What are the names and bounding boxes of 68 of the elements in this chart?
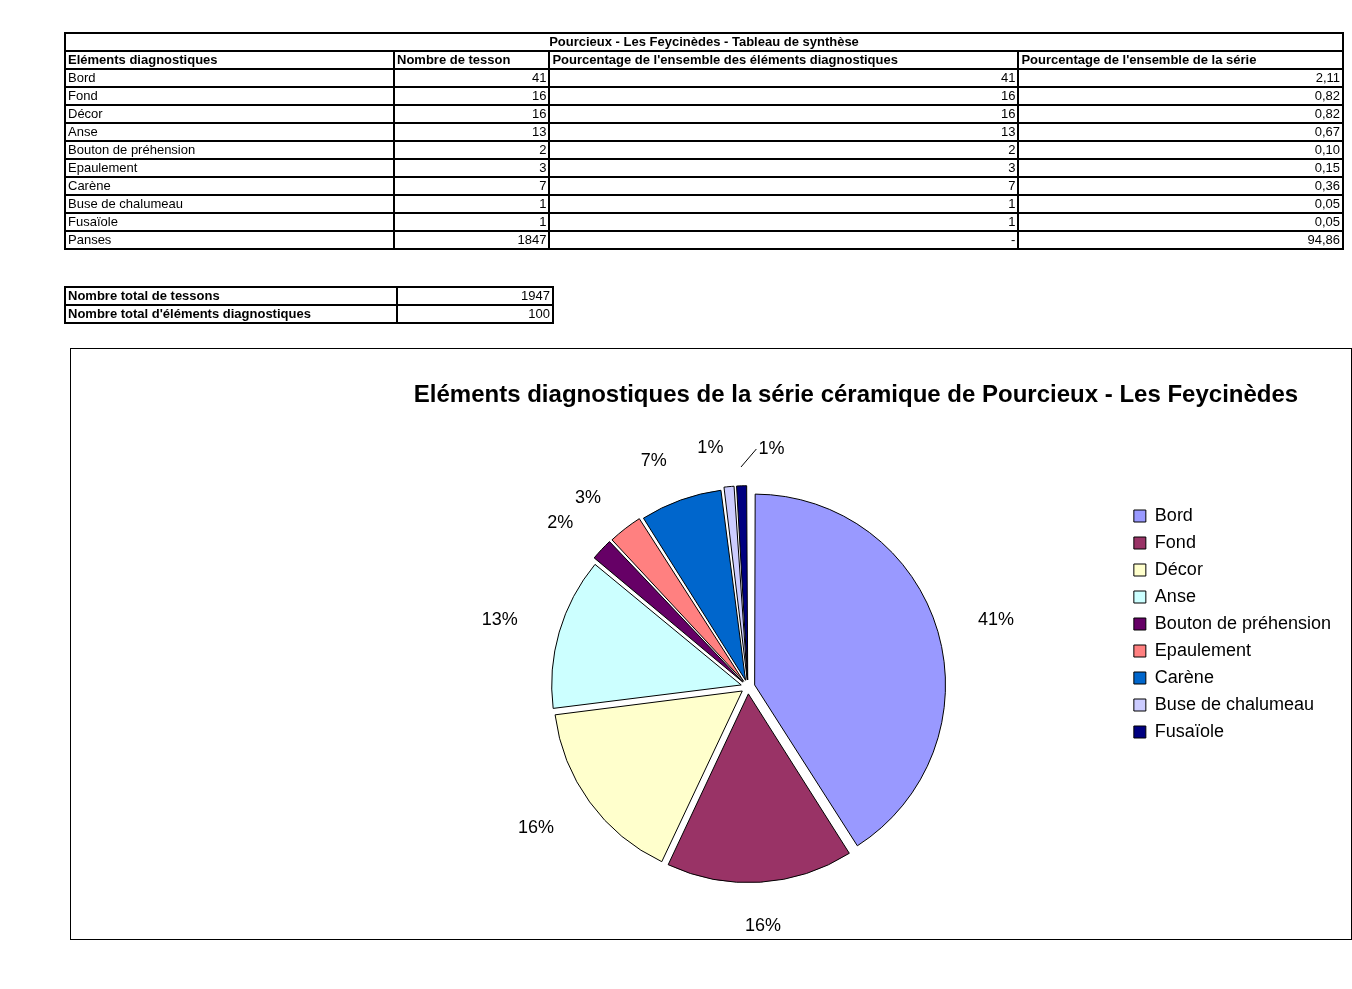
data-label: 1947 (397, 287, 553, 305)
text: Eléments diagnostiques (65, 51, 395, 69)
legend-label: Fusaïole (1154, 720, 1224, 741)
data-label: 13% (481, 609, 518, 630)
category-label: Nombre total d'éléments diagnostiques (65, 305, 397, 323)
data-label: 13 (549, 123, 1019, 141)
legend-label: Fond (1154, 531, 1196, 552)
data-label: 2% (547, 511, 574, 532)
legend-label: Décor (1154, 558, 1203, 579)
text: Pourcentage de l'ensemble de la série (1018, 51, 1343, 69)
data-label: 16% (744, 915, 781, 935)
category-label: Nombre total de tessons (65, 287, 397, 305)
data-label: 1 (394, 195, 550, 213)
category-label: Bord (65, 69, 395, 87)
category-label: Fond (65, 87, 395, 105)
data-label: 0,10 (1018, 141, 1343, 159)
category-label: Décor (65, 105, 395, 123)
data-label: 0,36 (1018, 177, 1343, 195)
data-label: 2,11 (1018, 69, 1343, 87)
category-label: Buse de chalumeau (65, 195, 395, 213)
data-label: 16 (394, 87, 550, 105)
data-label: 3% (575, 486, 602, 507)
data-label: 0,67 (1018, 123, 1343, 141)
legend-label: Epaulement (1154, 639, 1251, 660)
data-label: 41 (549, 69, 1019, 87)
data-label: 1% (758, 438, 785, 459)
data-label: 1 (549, 213, 1019, 231)
legend-label: Bord (1154, 504, 1193, 525)
data-label: 100 (397, 305, 553, 323)
data-label: 1% (697, 437, 724, 458)
data-label: 94,86 (1018, 231, 1343, 249)
category-label: Anse (65, 123, 395, 141)
data-label: 0,05 (1018, 213, 1343, 231)
data-label: 3 (549, 159, 1019, 177)
text: Pourcieux - Les Feycinèdes - Tableau de synthèse (65, 33, 1343, 51)
data-label: 16% (518, 816, 555, 837)
data-label: 16 (394, 105, 550, 123)
data-label: 7 (394, 177, 550, 195)
data-label: 0,05 (1018, 195, 1343, 213)
data-label: 1 (549, 195, 1019, 213)
data-label: 1 (394, 213, 550, 231)
data-label: 16 (549, 105, 1019, 123)
data-label: 2 (394, 141, 550, 159)
category-label: Panses (65, 231, 395, 249)
data-label: 16 (549, 87, 1019, 105)
data-label: 0,82 (1018, 105, 1343, 123)
category-label: Fusaïole (65, 213, 395, 231)
data-label: 7 (549, 177, 1019, 195)
legend-label: Bouton de préhension (1154, 612, 1332, 633)
data-label: 0,82 (1018, 87, 1343, 105)
data-label: 7% (640, 450, 667, 471)
category-label: Bouton de préhension (65, 141, 395, 159)
data-label: 1847 (394, 231, 550, 249)
data-label: 0,15 (1018, 159, 1343, 177)
text: Nombre de tesson (394, 51, 550, 69)
category-label: Epaulement (65, 159, 395, 177)
text: Pourcentage de l'ensemble des éléments diagnostiques (549, 51, 1019, 69)
data-label: - (549, 231, 1019, 249)
data-label: 13 (394, 123, 550, 141)
chart-title: Eléments diagnostiques de la série céramique de Pourcieux - Les Feycinèdes (413, 380, 1299, 408)
data-label: 2 (549, 141, 1019, 159)
legend-label: Buse de chalumeau (1154, 693, 1314, 714)
data-label: 41 (394, 69, 550, 87)
legend-label: Anse (1154, 585, 1196, 606)
data-label: 41% (978, 609, 1015, 630)
data-label: 3 (394, 159, 550, 177)
category-label: Carène (65, 177, 395, 195)
legend-label: Carène (1154, 666, 1214, 687)
